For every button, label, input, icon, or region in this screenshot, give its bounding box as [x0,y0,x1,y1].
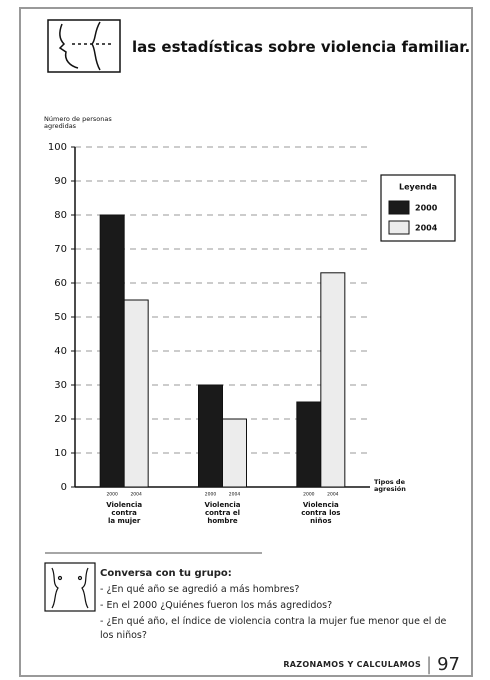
legend-swatch [388,200,410,215]
bar-year-label: 2000 [106,492,118,498]
page-number: 97 [437,654,460,675]
footer: RAZONAMOS Y CALCULAMOS | 97 [283,654,460,675]
bar [99,214,125,488]
bar-year-label: 2000 [205,492,217,498]
x-axis-label: Tipos de agresión [374,478,406,493]
question: - ¿En qué año se agredió a más hombres? [100,584,300,595]
bar-year-label: 2004 [229,492,241,498]
bar [320,272,346,488]
legend-swatch [388,220,410,235]
bar-year-label: 2004 [327,492,339,498]
bar [296,401,322,488]
y-tick-label: 60 [54,278,67,289]
y-tick-label: 40 [54,346,67,357]
x-tick-label: Violencia contra la mujer [106,501,143,525]
conversation: Conversa con tu grupo: - ¿En qué año se … [100,568,460,645]
y-tick-label: 50 [54,312,67,323]
bar [222,418,247,488]
x-tick-label: Violencia contra los niños [301,501,341,525]
legend-title: Leyenda [399,183,437,192]
y-axis-label: Número de personas agredidas [44,115,112,130]
conversation-icon [44,562,96,612]
y-tick-label: 100 [48,142,67,153]
y-tick-label: 10 [54,448,67,459]
bar [123,299,149,488]
y-tick-label: 30 [54,380,67,391]
separator: | [426,654,433,675]
bar-year-label: 2000 [303,492,315,498]
y-tick-label: 20 [54,414,67,425]
conversation-title: Conversa con tu grupo: [100,568,232,579]
header-icon [47,19,121,73]
page-title: las estadísticas sobre violencia familia… [132,38,471,56]
question: - ¿En qué año, el índice de violencia co… [100,616,447,641]
x-tick-label: Violencia contra el hombre [204,501,241,525]
legend-label: 2004 [415,224,438,233]
y-tick-label: 70 [54,244,67,255]
y-tick-label: 0 [61,482,67,493]
page-frame [19,7,473,677]
bar [198,384,223,488]
y-tick-label: 80 [54,210,67,221]
question: - En el 2000 ¿Quiénes fueron los más agr… [100,600,333,611]
bar-year-label: 2004 [130,492,142,498]
y-tick-label: 90 [54,176,67,187]
footer-section: RAZONAMOS Y CALCULAMOS [283,660,422,669]
legend-label: 2000 [415,204,438,213]
